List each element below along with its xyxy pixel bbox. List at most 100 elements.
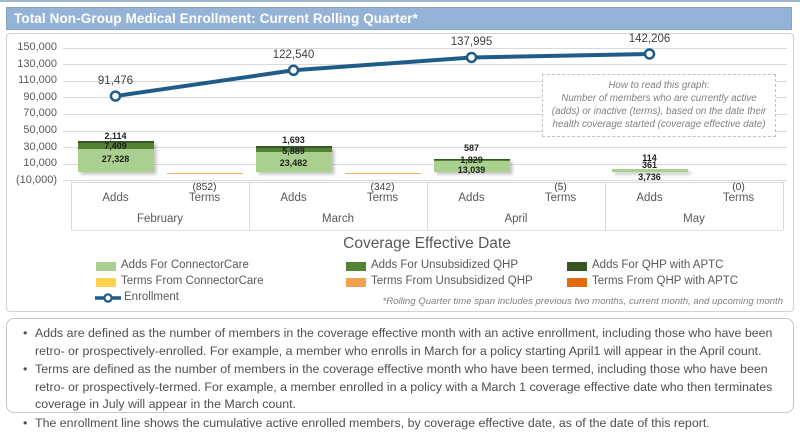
- legend-swatch: [346, 278, 366, 287]
- definitions-list: Adds are defined as the number of member…: [19, 325, 781, 433]
- bar-value-label: 1,693: [282, 134, 305, 145]
- legend-swatch: [96, 262, 116, 271]
- bar-segment-adds-for-unsubsidized-qhp: [255, 147, 332, 153]
- annotation-body: Number of members who are currently acti…: [551, 93, 767, 131]
- y-axis-tick: 30,000: [23, 140, 57, 153]
- bar-value-label: 7,409: [104, 140, 127, 151]
- axis-band-separator: [605, 182, 606, 230]
- y-axis-tick: 10,000: [23, 157, 57, 170]
- page-title: Total Non-Group Medical Enrollment: Curr…: [14, 11, 419, 26]
- y-axis-tick: 90,000: [23, 90, 57, 103]
- bar-value-label: 2,114: [104, 130, 127, 141]
- terms-bar-sliver: [344, 172, 421, 174]
- x-axis-sub-label: Terms: [544, 192, 577, 204]
- legend-label: Terms From QHP with APTC: [592, 275, 739, 287]
- adds-stacked-bar: [255, 146, 332, 172]
- bar-value-label: 114: [642, 152, 657, 163]
- bar-segment-adds-for-connectorcare: [77, 149, 154, 172]
- x-axis-title: Coverage Effective Date: [343, 235, 511, 252]
- gridline: [63, 180, 787, 182]
- axis-band-separator: [71, 182, 72, 230]
- y-axis-tick: 110,000: [18, 74, 57, 87]
- legend-label: Adds For Unsubsidized QHP: [371, 259, 519, 271]
- bar-value-label: 587: [463, 142, 480, 153]
- bar-segment-adds-for-unsubsidized-qhp: [433, 159, 510, 162]
- adds-stacked-bar: [77, 141, 154, 172]
- gridline: [63, 47, 787, 49]
- terms-value-label: (342): [370, 182, 395, 193]
- legend-swatch: [567, 262, 587, 271]
- bar-value-label: 3,736: [638, 171, 661, 182]
- enrollment-marker: [643, 48, 656, 60]
- bar-value-label: 361: [641, 160, 658, 170]
- y-axis-tick: 150,000: [17, 41, 57, 53]
- bar-value-label: 23,482: [279, 157, 308, 168]
- terms-bar-sliver: [166, 172, 243, 174]
- legend-label: Adds For QHP with APTC: [592, 259, 724, 271]
- enrollment-chart: 150,000 130,000 110,000 90,000 70,000 50,000 3…: [6, 33, 794, 312]
- enrollment-marker: [109, 90, 122, 102]
- enrollment-marker: [465, 51, 478, 64]
- bar-segment-adds-for-qhp-with-aptc: [433, 159, 510, 160]
- legend-label: Terms From Unsubsidized QHP: [371, 275, 533, 287]
- gridline: [63, 64, 787, 66]
- bar-segment-adds-for-connectorcare: [255, 152, 332, 172]
- y-axis-tick: 130,000: [17, 57, 57, 70]
- bar-value-label: 1,829: [460, 154, 483, 165]
- bar-segment-adds-for-connectorcare: [433, 161, 510, 172]
- enrollment-value-label: 142,206: [628, 32, 671, 45]
- chart-title-bar: Total Non-Group Medical Enrollment: Curr…: [6, 7, 792, 30]
- gridline: [63, 130, 787, 132]
- bar-segment-adds-for-connectorcare: [611, 168, 688, 172]
- legend-line-marker: [95, 293, 121, 303]
- terms-value-label: (5): [554, 182, 567, 193]
- rolling-quarter-footnote: *Rolling Quarter time span includes prev…: [382, 296, 783, 307]
- adds-stacked-bar: [611, 168, 688, 172]
- x-axis-sub-label: Adds: [102, 192, 129, 204]
- y-axis-tick: 50,000: [23, 124, 57, 136]
- x-axis-sub-label: Terms: [722, 192, 755, 204]
- x-axis-sub-label: Adds: [458, 192, 485, 204]
- bar-segment-adds-for-unsubsidized-qhp: [77, 143, 154, 150]
- window-top-edge: [0, 0, 800, 2]
- terms-value-label: (852): [192, 182, 217, 193]
- annotation-title: How to read this graph:: [608, 80, 710, 91]
- legend-swatch: [567, 278, 587, 287]
- enrollment-marker: [287, 64, 300, 77]
- enrollment-value-label: 122,540: [272, 49, 315, 62]
- legend-label: Enrollment: [124, 291, 179, 303]
- enrollment-value-label: 137,995: [450, 36, 493, 49]
- definition-note: Terms are defined as the number of membe…: [23, 361, 781, 414]
- bar-value-label: 27,328: [101, 153, 130, 164]
- y-axis-tick: 70,000: [23, 107, 57, 120]
- legend-swatch: [96, 278, 116, 287]
- bar-value-label: 13,039: [457, 164, 486, 175]
- gridline: [63, 163, 787, 165]
- axis-band-separator: [427, 182, 428, 230]
- plot-area: 150,000 130,000 110,000 90,000 70,000 50,000 3…: [7, 32, 795, 313]
- enrollment-value-label: 91,476: [97, 75, 134, 88]
- gridline: [63, 147, 787, 149]
- adds-stacked-bar: [433, 159, 510, 172]
- x-axis-month-label: April: [504, 213, 528, 225]
- x-axis-month-label: March: [322, 213, 354, 225]
- bar-segment-adds-for-qhp-with-aptc: [255, 146, 332, 148]
- definition-note: Adds are defined as the number of member…: [23, 325, 781, 360]
- x-axis-sub-label: Terms: [188, 192, 221, 204]
- y-axis-tick: (10,000): [16, 173, 57, 186]
- x-axis-sub-label: Adds: [636, 192, 663, 204]
- bar-segment-adds-for-qhp-with-aptc: [77, 141, 154, 144]
- legend-label: Adds For ConnectorCare: [121, 259, 249, 271]
- bar-value-label: 5,889: [282, 145, 305, 156]
- axis-band-bottom-line: [71, 230, 783, 231]
- terms-value-label: (0): [732, 182, 745, 193]
- definition-note: The enrollment line shows the cumulative…: [23, 415, 781, 433]
- legend-swatch: [346, 262, 366, 271]
- legend-label: Terms From ConnectorCare: [121, 275, 264, 287]
- axis-band-separator: [783, 182, 784, 230]
- axis-band-separator: [249, 182, 250, 230]
- x-axis-month-label: May: [683, 213, 705, 225]
- definitions-box: Adds are defined as the number of member…: [6, 318, 794, 432]
- x-axis-sub-label: Adds: [280, 192, 307, 204]
- x-axis-sub-label: Terms: [366, 192, 399, 204]
